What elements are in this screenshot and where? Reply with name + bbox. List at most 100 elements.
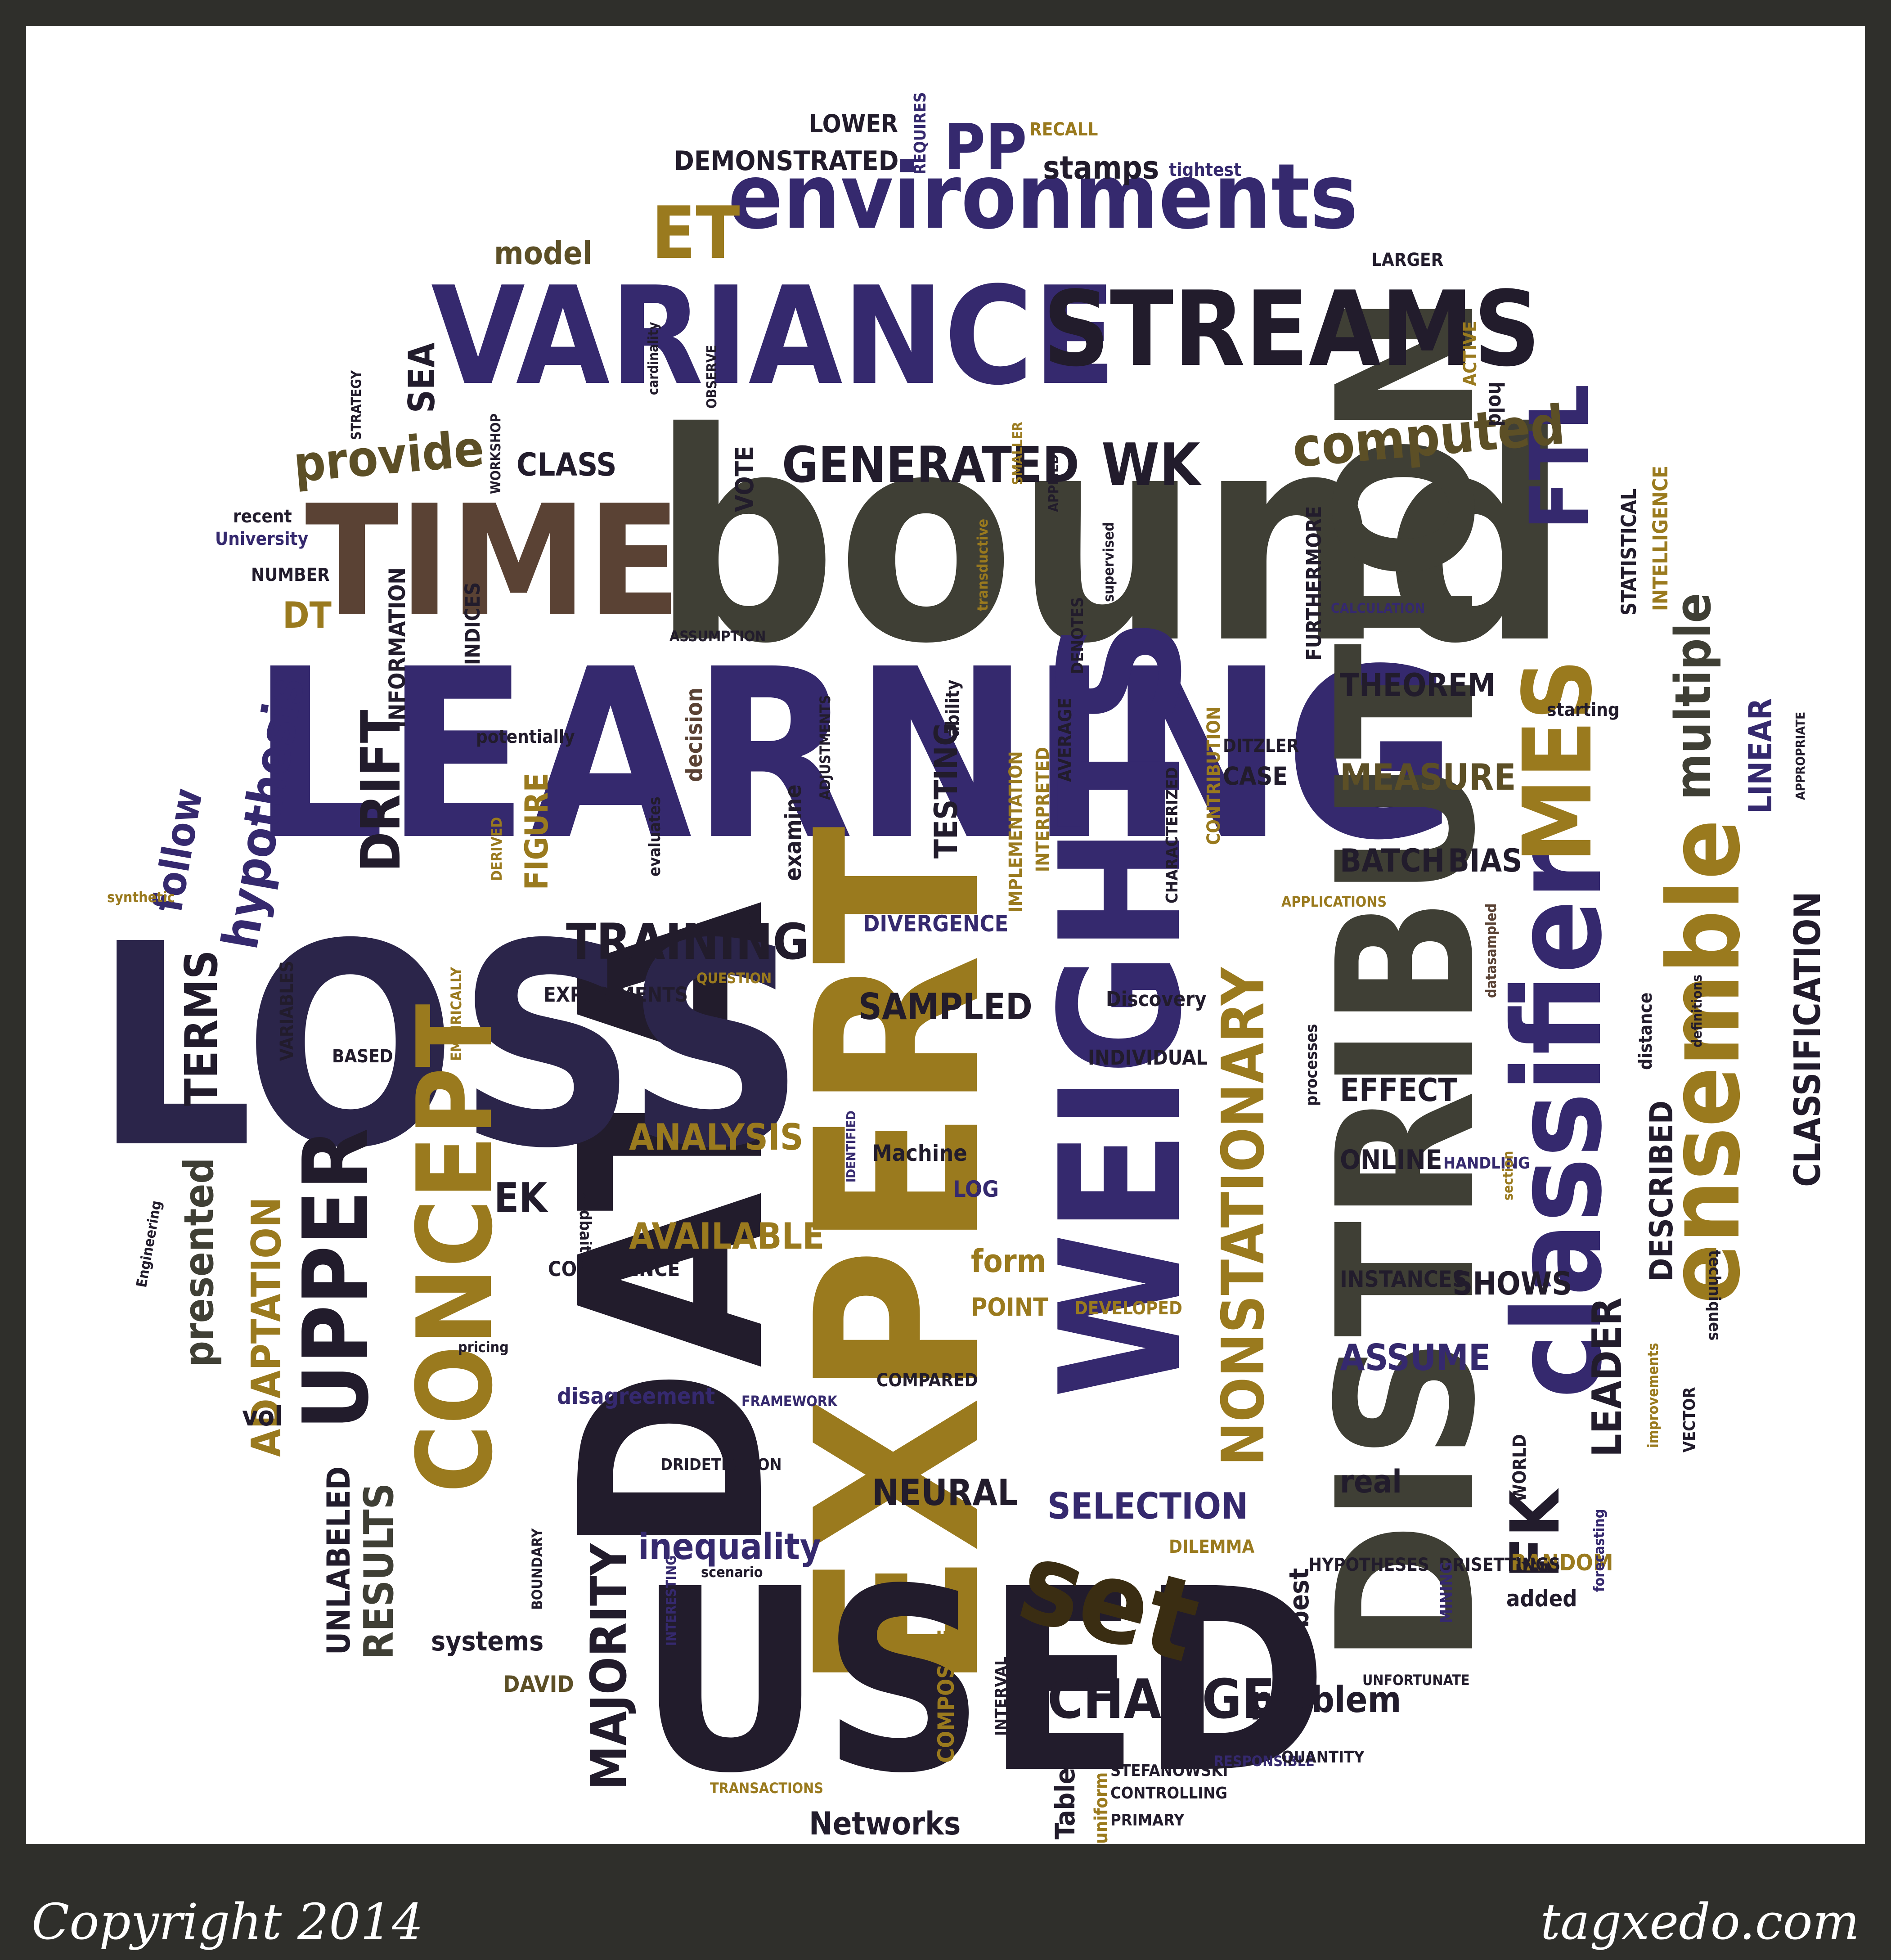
word: definitions xyxy=(1689,974,1705,1047)
word: DILEMMA xyxy=(1169,1537,1255,1557)
word: COMPOSITE xyxy=(933,1629,959,1763)
word: TRANSACTIONS xyxy=(710,1780,823,1797)
word: BOUNDARY xyxy=(529,1528,546,1610)
word: vol xyxy=(242,1401,283,1432)
word: uniform xyxy=(1091,1772,1112,1844)
word: supervised xyxy=(1100,522,1117,602)
word: pricing xyxy=(458,1339,509,1356)
word: Engineering xyxy=(133,1199,165,1289)
word: synthetic xyxy=(107,889,175,906)
word: LARGER xyxy=(1371,250,1444,270)
word: OBSERVE xyxy=(704,345,720,409)
word: Machine xyxy=(872,1140,967,1166)
word: INTELLIGENCE xyxy=(1648,466,1672,611)
word: HYPOTHESES xyxy=(1308,1555,1429,1575)
word: DERIVED xyxy=(488,817,505,881)
word: AVERAGE xyxy=(1055,697,1076,782)
word: FURTHERMORE xyxy=(1302,506,1326,661)
word: DAVID xyxy=(503,1671,574,1697)
word: ACTIVE xyxy=(1460,321,1481,386)
word: ANALYSIS xyxy=(629,1116,804,1158)
word: DRIFT xyxy=(350,710,413,872)
word: forecasting xyxy=(1590,1509,1608,1592)
word: PRIMARY xyxy=(1110,1811,1185,1830)
word: IMPLEMENTATION xyxy=(1006,751,1026,913)
word: COMPARED xyxy=(876,1370,978,1391)
word: RESULTS xyxy=(355,1483,403,1659)
word: INTERESTING xyxy=(664,1555,679,1646)
word: ET xyxy=(651,191,740,275)
word: NONSTATIONARY xyxy=(1209,967,1277,1466)
word: BATCH xyxy=(1340,842,1445,879)
word: HANDLING xyxy=(1443,1154,1530,1173)
word: INDIVIDUAL xyxy=(1088,1046,1208,1070)
word: WORKSHOP xyxy=(488,413,504,494)
word: CHARACTERIZED xyxy=(1163,767,1181,904)
word: FIGURE xyxy=(518,773,555,890)
word: DEVELOPED xyxy=(1074,1298,1182,1319)
word: BIAS xyxy=(1448,842,1523,879)
word: UNLABELED xyxy=(320,1466,357,1655)
word: INFORMATION xyxy=(384,567,410,728)
word: LOWER xyxy=(809,109,898,138)
word: SAMPLED xyxy=(858,986,1033,1028)
word: distance xyxy=(1635,992,1656,1070)
word: STATISTICAL xyxy=(1617,488,1641,616)
word: STEFANOWSKI xyxy=(1110,1762,1228,1780)
word: DRISETTINGS xyxy=(1439,1555,1561,1575)
word: Networks xyxy=(809,1805,961,1842)
word: CASE xyxy=(1223,762,1288,791)
word: problem xyxy=(1250,1679,1401,1721)
word: DESCRIBED xyxy=(1643,1100,1680,1281)
word: inequality xyxy=(638,1526,821,1568)
word: added xyxy=(1506,1586,1577,1612)
word: EK xyxy=(494,1174,548,1222)
word: RANDOM xyxy=(1511,1550,1613,1576)
word: potentially xyxy=(476,727,575,747)
word: LEARNING xyxy=(251,619,1457,891)
word: VECTOR xyxy=(1680,1387,1699,1452)
word: ASSUMPTION xyxy=(669,628,766,645)
word: DENOTES xyxy=(1069,597,1087,674)
site-label[interactable]: tagxedo.com xyxy=(1540,1893,1860,1951)
word: Table xyxy=(1050,1767,1081,1839)
word: LOSS xyxy=(94,885,806,1209)
word: EXPERIMENTS xyxy=(543,983,688,1007)
word: evaluates xyxy=(646,796,664,877)
word: SMALLER xyxy=(1010,422,1026,485)
word: starting xyxy=(1547,700,1620,720)
word: DISTRIBUTION xyxy=(1297,293,1517,1664)
word: NEURAL xyxy=(872,1472,1018,1514)
word: BASED xyxy=(332,1046,393,1067)
word: QUANTITY xyxy=(1281,1748,1365,1767)
word: UNFORTUNATE xyxy=(1362,1672,1470,1689)
word: UPPER xyxy=(284,1128,389,1430)
word: LINEAR xyxy=(1742,698,1779,814)
word: MES xyxy=(1503,659,1613,863)
word: Discovery xyxy=(1106,987,1207,1011)
word: cardinality xyxy=(646,322,661,396)
word: POINT xyxy=(971,1293,1048,1322)
word: LOG xyxy=(953,1176,999,1202)
word: RESPONSIBLE xyxy=(1214,1753,1315,1770)
word: INDICES xyxy=(461,582,485,665)
word: EMPIRICALLY xyxy=(448,967,465,1061)
word: improvements xyxy=(1644,1343,1662,1448)
word: USED xyxy=(638,1535,1329,1829)
word: transductive xyxy=(974,518,991,611)
word: TRAINING xyxy=(566,913,809,971)
word: TIME xyxy=(305,472,681,651)
word: stamps xyxy=(1043,149,1159,186)
word: WK xyxy=(1101,431,1200,499)
word: real xyxy=(1340,1463,1402,1500)
word: LEADER xyxy=(1584,1297,1631,1457)
word: SEA xyxy=(401,342,443,413)
word: INTERPRETED xyxy=(1033,746,1053,872)
word: MAJORITY xyxy=(580,1543,638,1790)
word: FRAMEWORK xyxy=(741,1393,838,1410)
word: decision xyxy=(681,688,707,782)
word: SELECTION xyxy=(1047,1485,1249,1527)
word: processes xyxy=(1303,1024,1321,1106)
word: ONLINE xyxy=(1340,1144,1442,1176)
